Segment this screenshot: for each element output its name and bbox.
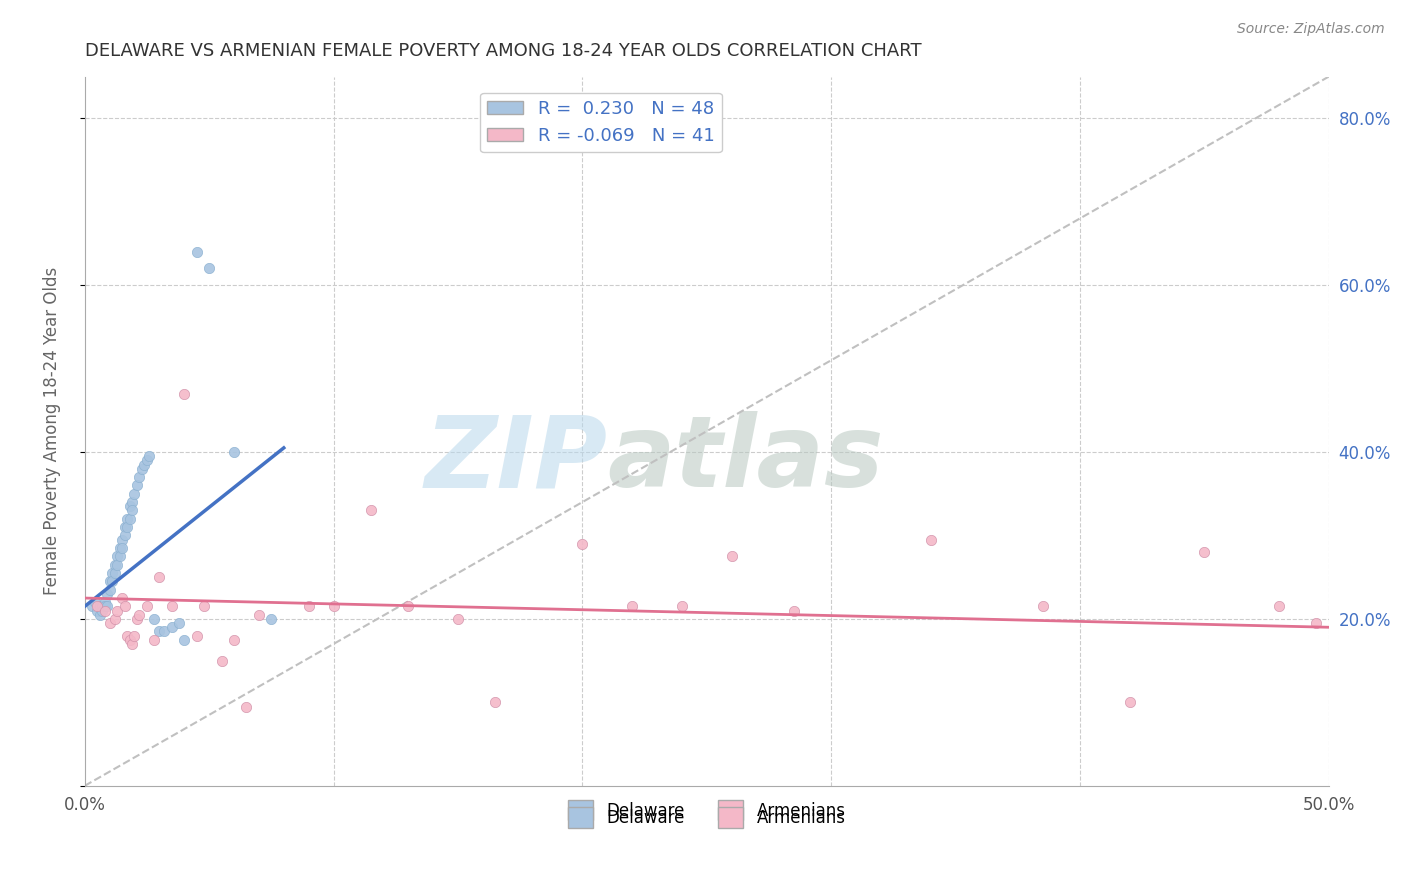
Point <box>114 520 136 534</box>
Text: DELAWARE VS ARMENIAN FEMALE POVERTY AMONG 18-24 YEAR OLDS CORRELATION CHART: DELAWARE VS ARMENIAN FEMALE POVERTY AMON… <box>84 42 921 60</box>
Point <box>121 503 143 517</box>
Point <box>115 629 138 643</box>
Point <box>186 244 208 259</box>
Point <box>148 624 170 639</box>
Point <box>98 616 121 631</box>
Point <box>138 449 160 463</box>
Point <box>1194 545 1216 559</box>
Point <box>1119 695 1142 709</box>
Point <box>86 599 108 614</box>
Point <box>124 629 146 643</box>
Point <box>101 566 124 580</box>
Point <box>115 512 138 526</box>
Point <box>105 549 128 564</box>
Point <box>484 695 506 709</box>
Point <box>103 558 125 572</box>
Point <box>114 599 136 614</box>
Point <box>1268 599 1291 614</box>
Point <box>98 574 121 589</box>
Point <box>91 599 114 614</box>
Point <box>148 570 170 584</box>
Point <box>101 574 124 589</box>
Point <box>298 599 321 614</box>
Point <box>115 520 138 534</box>
Point <box>105 558 128 572</box>
Point <box>118 632 141 647</box>
Point <box>571 537 593 551</box>
Point <box>173 386 195 401</box>
Point <box>89 607 111 622</box>
Point <box>160 620 183 634</box>
Point <box>322 599 344 614</box>
Y-axis label: Female Poverty Among 18-24 Year Olds: Female Poverty Among 18-24 Year Olds <box>44 267 60 595</box>
Point <box>108 549 131 564</box>
Point <box>124 487 146 501</box>
Point <box>105 603 128 617</box>
Point <box>211 654 233 668</box>
Point <box>222 445 245 459</box>
Point <box>447 612 470 626</box>
Point <box>91 603 114 617</box>
Point <box>111 533 134 547</box>
Point <box>136 599 159 614</box>
Point <box>1032 599 1054 614</box>
Point <box>125 478 148 492</box>
Point <box>89 599 111 614</box>
Point <box>671 599 693 614</box>
Point <box>103 566 125 580</box>
Point <box>360 503 382 517</box>
Point <box>98 582 121 597</box>
Point <box>198 261 221 276</box>
Point <box>93 603 115 617</box>
Point <box>114 528 136 542</box>
Point <box>143 612 166 626</box>
Point <box>83 595 105 609</box>
Point <box>153 624 176 639</box>
Point <box>93 599 115 614</box>
Point <box>720 549 742 564</box>
Point <box>1305 616 1327 631</box>
Point <box>128 470 150 484</box>
Point <box>136 453 159 467</box>
Legend: Delaware, Armenians: Delaware, Armenians <box>561 800 852 834</box>
Point <box>396 599 419 614</box>
Point <box>118 500 141 514</box>
Point <box>260 612 283 626</box>
Point <box>111 591 134 605</box>
Point <box>169 616 191 631</box>
Point <box>121 637 143 651</box>
Point <box>222 632 245 647</box>
Point <box>247 607 270 622</box>
Point <box>93 595 115 609</box>
Point <box>128 607 150 622</box>
Point <box>86 603 108 617</box>
Point <box>131 461 153 475</box>
Point <box>783 603 806 617</box>
Point <box>235 699 257 714</box>
Point <box>118 512 141 526</box>
Point <box>96 587 118 601</box>
Point <box>121 495 143 509</box>
Point <box>134 458 156 472</box>
Point <box>96 599 118 614</box>
Text: atlas: atlas <box>607 411 884 508</box>
Point <box>621 599 644 614</box>
Point <box>111 541 134 555</box>
Point <box>143 632 166 647</box>
Point <box>125 612 148 626</box>
Point <box>108 541 131 555</box>
Point <box>103 612 125 626</box>
Point <box>160 599 183 614</box>
Point <box>193 599 215 614</box>
Text: Source: ZipAtlas.com: Source: ZipAtlas.com <box>1237 22 1385 37</box>
Point <box>173 632 195 647</box>
Text: ZIP: ZIP <box>425 411 607 508</box>
Point <box>82 599 104 614</box>
Point <box>186 629 208 643</box>
Point <box>920 533 942 547</box>
